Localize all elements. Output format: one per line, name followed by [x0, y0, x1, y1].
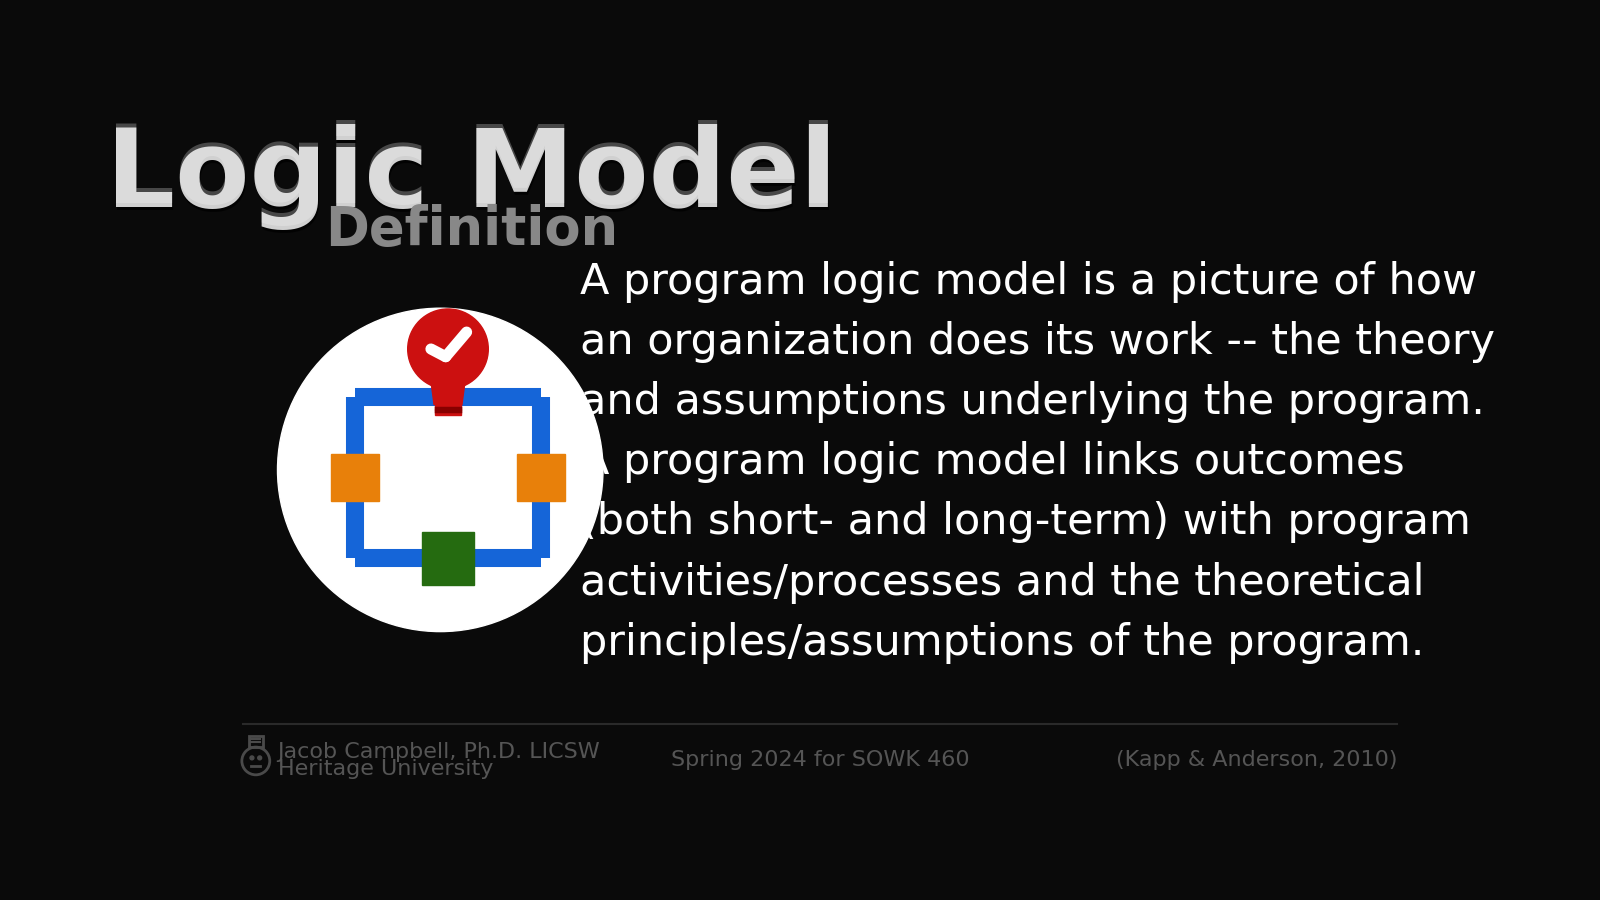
Bar [435, 404, 461, 415]
Text: Logic Model: Logic Model [106, 124, 837, 230]
Text: Logic Model: Logic Model [107, 127, 838, 232]
Text: (Kapp & Anderson, 2010): (Kapp & Anderson, 2010) [1115, 751, 1397, 770]
Bar [250, 736, 262, 747]
Bar [422, 532, 474, 585]
Circle shape [258, 756, 262, 760]
Polygon shape [430, 382, 466, 404]
Bar [517, 454, 565, 501]
Text: Definition: Definition [325, 203, 618, 256]
Bar [331, 454, 379, 501]
Text: Logic Model: Logic Model [106, 121, 837, 227]
Text: Jacob Campbell, Ph.D. LICSW: Jacob Campbell, Ph.D. LICSW [277, 742, 600, 761]
Circle shape [408, 309, 488, 389]
Text: Heritage University: Heritage University [277, 759, 493, 778]
Text: A program logic model is a picture of how
an organization does its work -- the t: A program logic model is a picture of ho… [579, 261, 1494, 663]
Text: Spring 2024 for SOWK 460: Spring 2024 for SOWK 460 [670, 751, 970, 770]
Circle shape [250, 756, 254, 760]
Circle shape [277, 308, 603, 632]
